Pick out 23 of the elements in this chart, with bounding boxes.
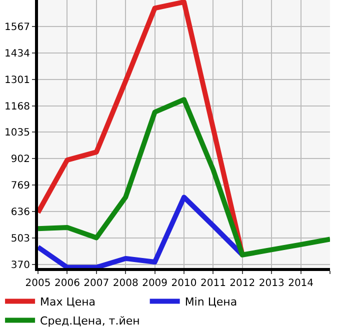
x-tick-label: 2013 xyxy=(258,278,284,289)
y-tick-label: 1434 xyxy=(4,48,30,60)
y-tick-label: 1567 xyxy=(4,22,30,33)
y-tick-label: 370 xyxy=(10,260,30,271)
x-tick-label: 2008 xyxy=(112,278,138,289)
x-tick-label: 2011 xyxy=(200,278,226,289)
legend-label: Max Цена xyxy=(40,296,96,309)
y-tick-label: 1301 xyxy=(4,74,30,86)
x-tick-label: 2006 xyxy=(54,278,80,289)
x-tick-label: 2007 xyxy=(84,278,110,289)
y-tick-label: 902 xyxy=(10,154,30,166)
y-tick-label: 769 xyxy=(10,180,30,192)
x-tick-label: 2012 xyxy=(230,278,256,289)
y-tick-label: 636 xyxy=(10,207,30,218)
x-tick-label: 2005 xyxy=(25,278,51,289)
x-tick-label: 2014 xyxy=(288,278,314,289)
y-tick-label: 503 xyxy=(10,233,30,244)
x-tick-label: 2009 xyxy=(142,278,168,289)
legend-label: Min Цена xyxy=(184,296,238,309)
y-tick-label: 1035 xyxy=(4,128,30,139)
y-tick-label: 1168 xyxy=(4,101,30,112)
x-tick-label: 2010 xyxy=(171,278,197,289)
legend-label: Сред.Цена, т.йен xyxy=(40,314,140,328)
